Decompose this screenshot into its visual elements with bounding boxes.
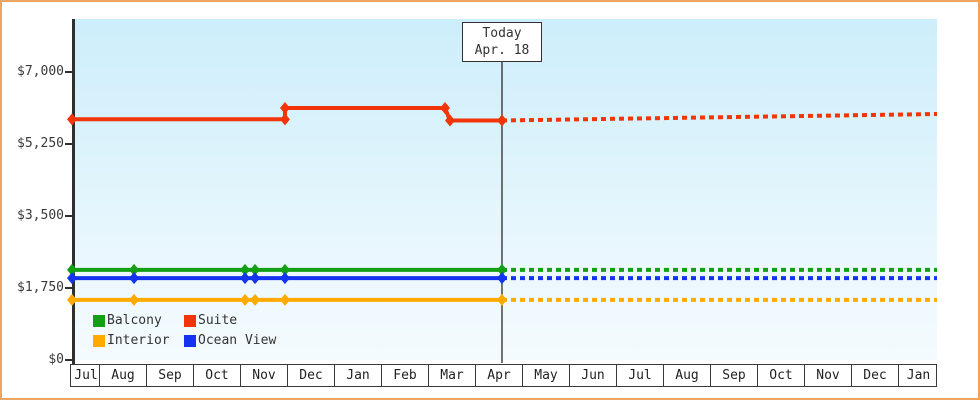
month-label-jul-0: Jul	[73, 365, 100, 386]
month-label-feb-7: Feb	[382, 365, 429, 386]
x-axis-month-row: Jul Aug Sep Oct Nov Dec Jan Feb Mar Apr May Jun Jul A…	[70, 364, 937, 387]
legend-swatch-icon	[93, 315, 105, 327]
legend-label: Balcony	[107, 313, 162, 328]
month-label-aug-1: Aug	[100, 365, 147, 386]
today-label: Today	[482, 26, 522, 41]
legend-swatch-icon	[93, 335, 105, 347]
legend-label: Interior	[107, 333, 170, 348]
today-date: Apr. 18	[474, 43, 530, 58]
month-label-sep-14: Sep	[711, 365, 758, 386]
y-tick-mark	[65, 71, 73, 73]
y-tick-mark	[65, 215, 73, 217]
legend: Balcony Suite Interior Ocean View	[93, 313, 323, 349]
month-label-dec-5: Dec	[288, 365, 335, 386]
legend-item-balcony: Balcony	[93, 313, 184, 329]
month-label-may-10: May	[523, 365, 570, 386]
y-axis	[72, 19, 75, 364]
month-label-jan-6: Jan	[335, 365, 382, 386]
month-label-jan-18: Jan	[906, 368, 931, 383]
month-label-dec-17: Dec	[852, 365, 899, 386]
y-tick-label: $1,750	[17, 280, 64, 295]
y-tick-label: $7,000	[17, 64, 64, 79]
legend-swatch-icon	[184, 315, 196, 327]
month-label-jul-12: Jul	[617, 365, 664, 386]
month-label-nov-16: Nov	[805, 365, 852, 386]
legend-label: Suite	[198, 313, 238, 328]
month-label-nov-4: Nov	[241, 365, 288, 386]
month-label-apr-9: Apr	[476, 365, 523, 386]
y-tick-label: $0	[48, 352, 64, 367]
legend-item-interior: Interior	[93, 333, 184, 349]
month-label-oct-3: Oct	[194, 365, 241, 386]
legend-swatch-icon	[184, 335, 196, 347]
month-label-oct-15: Oct	[758, 365, 805, 386]
y-tick-label: $3,500	[17, 208, 64, 223]
y-tick-label: $5,250	[17, 136, 64, 151]
y-tick-mark	[65, 359, 73, 361]
today-annotation: Today Apr. 18	[462, 22, 542, 62]
month-label-jun-11: Jun	[570, 365, 617, 386]
month-label-aug-13: Aug	[664, 365, 711, 386]
month-label-mar-8: Mar	[429, 365, 476, 386]
legend-label: Ocean View	[198, 333, 277, 348]
legend-item-ocean-view: Ocean View	[184, 333, 323, 349]
plot-area	[72, 19, 937, 360]
y-tick-mark	[65, 143, 73, 145]
month-label-sep-2: Sep	[147, 365, 194, 386]
legend-item-suite: Suite	[184, 313, 323, 329]
y-tick-mark	[65, 287, 73, 289]
